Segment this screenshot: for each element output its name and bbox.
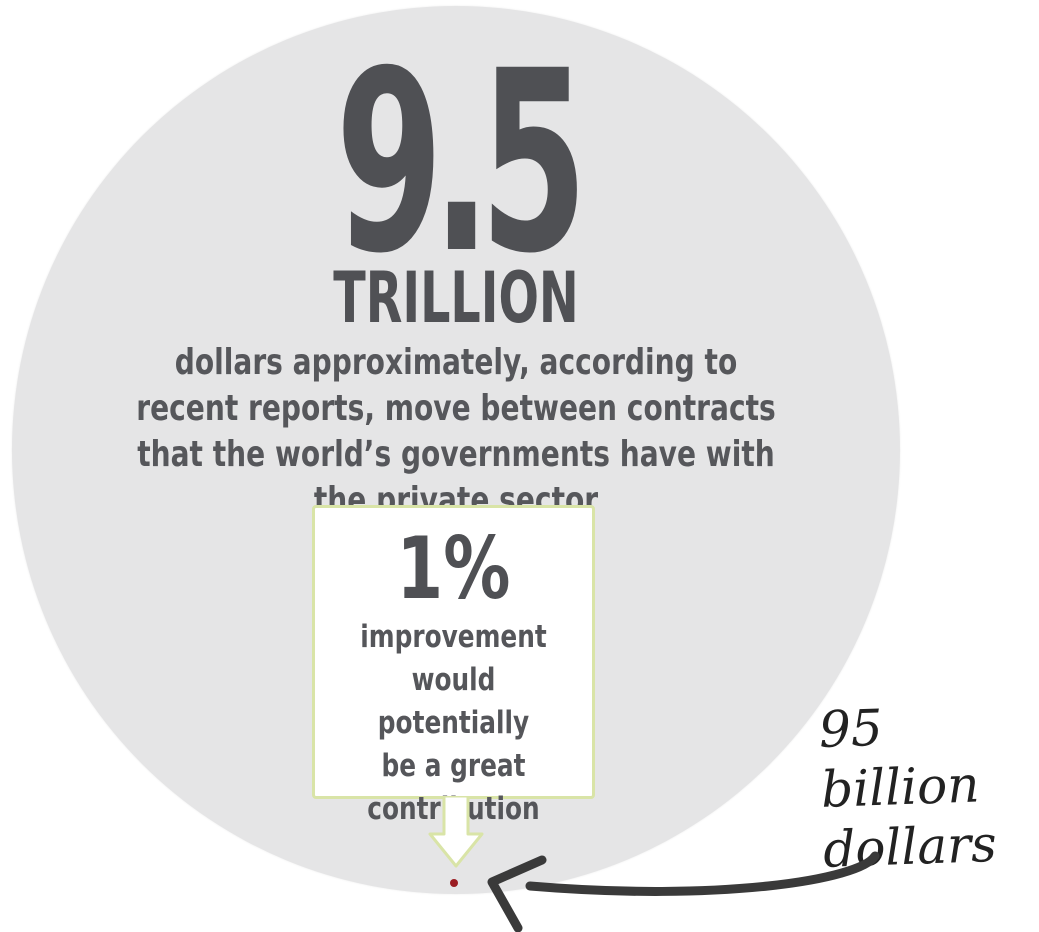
down-arrow-icon [428,796,484,868]
headline-description: dollars approximately, according to rece… [136,342,776,521]
highlight-dot [450,879,458,887]
pointer-arrow-icon [487,851,880,932]
callout-text: improvement would potentially be a great… [360,619,547,827]
callout-percent: 1% [396,519,511,619]
headline-unit: TRILLION [333,257,579,339]
callout-box: 1% improvement would potentially be a gr… [312,505,595,827]
headline-number: 9.5 [335,17,587,308]
